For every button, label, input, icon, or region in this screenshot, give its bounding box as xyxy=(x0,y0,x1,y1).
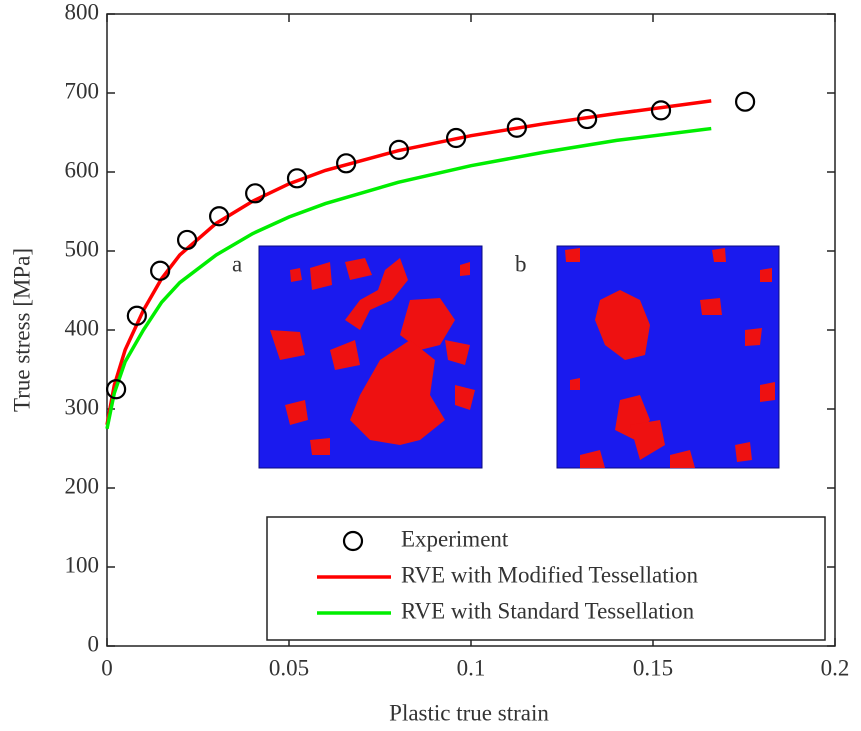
x-tick-label: 0 xyxy=(101,655,113,680)
y-tick-label: 500 xyxy=(65,236,100,261)
data-point xyxy=(388,139,410,160)
inset-b: b xyxy=(515,245,780,469)
inset-a: a xyxy=(232,245,483,469)
data-point xyxy=(176,229,198,251)
x-tick-label: 0.05 xyxy=(269,655,309,680)
data-point xyxy=(650,100,672,121)
inset-label: a xyxy=(232,251,242,276)
data-point xyxy=(126,305,147,326)
y-tick-label: 0 xyxy=(88,631,100,656)
x-tick-label: 0.2 xyxy=(821,655,850,680)
data-point xyxy=(734,91,756,112)
inset-label: b xyxy=(515,251,527,276)
y-tick-label: 300 xyxy=(65,394,100,419)
y-tick-label: 800 xyxy=(65,0,100,24)
y-tick-label: 400 xyxy=(65,315,100,340)
data-point xyxy=(336,153,357,174)
data-point xyxy=(150,260,171,281)
y-tick-label: 600 xyxy=(65,157,100,182)
legend: Experiment RVE with Modified Tessellation… xyxy=(266,516,826,641)
x-tick-label: 0.15 xyxy=(633,655,673,680)
y-axis-label: True stress [MPa] xyxy=(9,248,34,412)
x-axis-label: Plastic true strain xyxy=(389,700,549,725)
series-line xyxy=(105,126,712,430)
legend-label: RVE with Modified Tessellation xyxy=(401,562,699,587)
y-tick-label: 700 xyxy=(65,78,100,103)
data-point xyxy=(286,168,308,189)
y-tick-label: 200 xyxy=(65,473,100,498)
legend-label: RVE with Standard Tessellation xyxy=(401,598,695,623)
x-tick-label: 0.1 xyxy=(457,655,486,680)
data-point xyxy=(506,117,527,138)
legend-marker xyxy=(342,530,364,552)
data-point xyxy=(209,206,230,227)
data-point xyxy=(577,108,598,130)
legend-label: Experiment xyxy=(401,526,509,551)
data-point xyxy=(245,183,266,204)
y-tick-label: 100 xyxy=(65,552,100,577)
plot-frame xyxy=(106,13,836,647)
data-point xyxy=(445,127,467,149)
data-point xyxy=(105,379,127,400)
